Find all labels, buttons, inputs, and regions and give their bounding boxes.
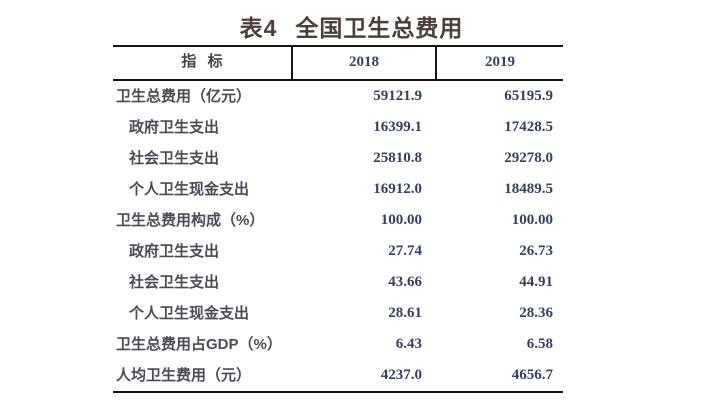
value-2018: 59121.9 <box>373 88 422 104</box>
table-row: 个人卫生现金支出 28.61 28.36 <box>113 298 563 329</box>
table-row: 社会卫生支出 43.66 44.91 <box>113 267 563 298</box>
row-label: 政府卫生支出 <box>129 119 220 136</box>
value-2018: 43.66 <box>388 274 422 290</box>
table-title-text: 全国卫生总费用 <box>295 15 464 41</box>
row-label: 卫生总费用（亿元） <box>116 88 252 105</box>
table-title: 表4 全国卫生总费用 <box>0 9 703 43</box>
table-row: 社会卫生支出 25810.8 29278.0 <box>113 143 563 174</box>
column-header-2018: 2018 <box>291 47 435 79</box>
value-2019: 65195.9 <box>504 88 553 104</box>
row-label: 政府卫生支出 <box>129 243 220 260</box>
value-2018: 100.00 <box>380 212 422 228</box>
value-2018: 16912.0 <box>373 181 422 197</box>
value-2019: 6.58 <box>526 336 553 352</box>
value-2019: 29278.0 <box>504 150 553 166</box>
value-2018: 27.74 <box>388 243 422 259</box>
table-row: 个人卫生现金支出 16912.0 18489.5 <box>113 174 563 205</box>
column-header-indicator: 指 标 <box>181 53 223 70</box>
value-2019: 100.00 <box>511 212 553 228</box>
row-label: 个人卫生现金支出 <box>129 305 250 322</box>
row-label: 人均卫生费用（元） <box>116 367 252 384</box>
table-row: 政府卫生支出 27.74 26.73 <box>113 236 563 267</box>
row-label: 个人卫生现金支出 <box>129 181 250 198</box>
value-2019: 18489.5 <box>504 181 553 197</box>
row-label: 卫生总费用构成（%） <box>116 212 265 229</box>
value-2019: 17428.5 <box>504 119 553 135</box>
table-row: 人均卫生费用（元） 4237.0 4656.7 <box>113 360 563 391</box>
table-row: 卫生总费用占GDP（%） 6.43 6.58 <box>113 329 563 360</box>
table-row: 政府卫生支出 16399.1 17428.5 <box>113 112 563 143</box>
value-2018: 28.61 <box>388 305 422 321</box>
value-2018: 4237.0 <box>380 367 422 383</box>
value-2018: 6.43 <box>395 336 422 352</box>
value-2019: 44.91 <box>519 274 553 290</box>
value-2018: 25810.8 <box>373 150 422 166</box>
table-header-row: 指 标 2018 2019 <box>113 47 563 81</box>
value-2019: 28.36 <box>519 305 553 321</box>
table-number: 表4 <box>239 15 278 41</box>
national-health-expenditure-table: 指 标 2018 2019 卫生总费用（亿元） 59121.9 65195.9 政府卫… <box>113 45 563 393</box>
value-2018: 16399.1 <box>373 119 422 135</box>
row-label: 社会卫生支出 <box>129 274 220 291</box>
value-2019: 26.73 <box>519 243 553 259</box>
table-body: 卫生总费用（亿元） 59121.9 65195.9 政府卫生支出 16399.1 1742… <box>113 81 563 391</box>
table-row: 卫生总费用构成（%） 100.00 100.00 <box>113 205 563 236</box>
row-label: 社会卫生支出 <box>129 150 220 167</box>
value-2019: 4656.7 <box>511 367 553 383</box>
table-row: 卫生总费用（亿元） 59121.9 65195.9 <box>113 81 563 112</box>
row-label: 卫生总费用占GDP（%） <box>116 336 282 353</box>
column-header-2019: 2019 <box>435 47 563 79</box>
